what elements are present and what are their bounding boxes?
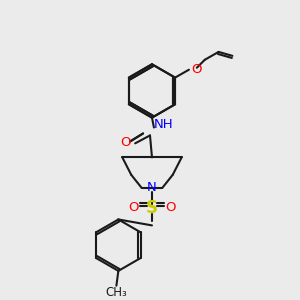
Text: NH: NH	[154, 118, 174, 131]
Text: O: O	[128, 201, 138, 214]
Text: O: O	[120, 136, 130, 149]
Text: CH₃: CH₃	[106, 286, 127, 299]
Text: S: S	[146, 199, 158, 217]
Text: O: O	[166, 201, 176, 214]
Text: N: N	[147, 181, 157, 194]
Text: O: O	[191, 63, 201, 76]
